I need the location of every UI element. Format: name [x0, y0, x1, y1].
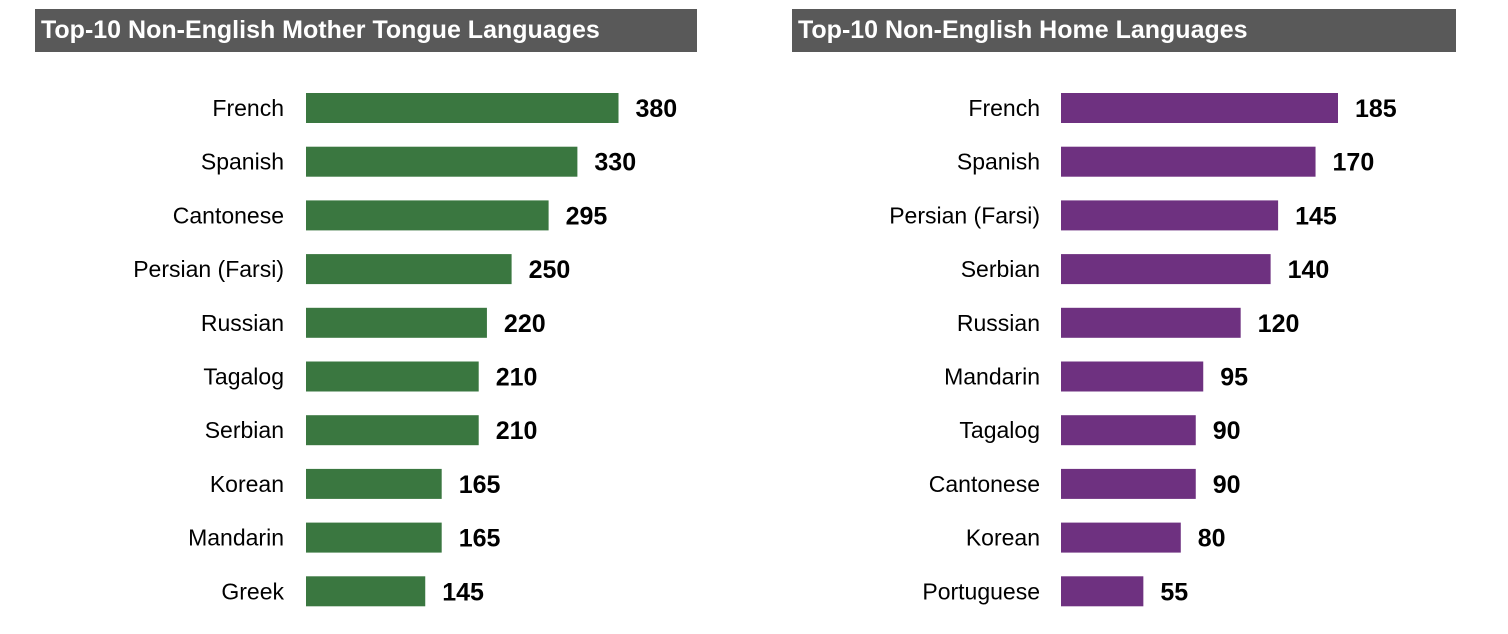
bar	[1061, 254, 1271, 285]
category-label: Persian (Farsi)	[133, 256, 284, 282]
bar	[1061, 307, 1241, 338]
category-label: Persian (Farsi)	[889, 202, 1040, 228]
category-label: Spanish	[201, 149, 284, 175]
bar	[306, 307, 487, 338]
category-label: Russian	[957, 310, 1040, 336]
mother-tongue-chart-panel: Top-10 Non-English Mother Tongue Languag…	[35, 9, 697, 607]
chart-title: Top-10 Non-English Home Languages	[792, 9, 1456, 52]
bar	[306, 146, 578, 177]
value-label: 55	[1160, 578, 1188, 606]
value-label: 165	[459, 471, 501, 499]
value-label: 170	[1333, 149, 1375, 177]
bar	[306, 576, 426, 607]
bar	[1061, 522, 1181, 553]
category-label: Mandarin	[944, 364, 1040, 390]
category-label: Cantonese	[173, 202, 284, 228]
bar	[1061, 361, 1204, 392]
value-label: 210	[496, 364, 538, 392]
mother-tongue-bar-chart: French 380 Spanish 330 Cantonese 295 Persian (…	[133, 93, 678, 607]
value-label: 120	[1258, 310, 1300, 338]
value-label: 165	[459, 525, 501, 553]
value-label: 95	[1220, 364, 1248, 392]
chart-title: Top-10 Non-English Mother Tongue Languag…	[35, 9, 697, 52]
category-label: Tagalog	[203, 364, 284, 390]
value-label: 250	[529, 256, 571, 284]
category-label: Spanish	[957, 149, 1040, 175]
category-label: French	[968, 95, 1040, 121]
value-label: 210	[496, 417, 538, 445]
value-label: 145	[442, 578, 484, 606]
bar	[306, 415, 479, 446]
bar	[306, 468, 442, 499]
bar	[1061, 200, 1279, 231]
category-label: French	[212, 95, 284, 121]
home-language-bar-chart: French 185 Spanish 170 Persian (Farsi) 145 Ser…	[889, 93, 1397, 607]
category-label: Mandarin	[188, 525, 284, 551]
bar	[1061, 415, 1196, 446]
bar	[1061, 576, 1144, 607]
bar	[1061, 468, 1196, 499]
value-label: 145	[1295, 202, 1337, 230]
value-label: 185	[1355, 95, 1397, 123]
bar	[306, 93, 619, 123]
bar	[306, 200, 549, 231]
category-label: Korean	[210, 471, 284, 497]
value-label: 220	[504, 310, 546, 338]
category-label: Greek	[221, 578, 284, 604]
home-language-chart-panel: Top-10 Non-English Home Languages French…	[754, 0, 1508, 634]
category-label: Tagalog	[959, 417, 1040, 443]
value-label: 295	[566, 202, 608, 230]
category-label: Korean	[966, 525, 1040, 551]
bar	[306, 254, 512, 285]
value-label: 330	[594, 149, 636, 177]
bar	[306, 361, 479, 392]
category-label: Serbian	[205, 417, 284, 443]
bar	[306, 522, 442, 553]
value-label: 90	[1213, 417, 1241, 445]
category-label: Portuguese	[922, 578, 1040, 604]
category-label: Serbian	[961, 256, 1040, 282]
value-label: 140	[1288, 256, 1330, 284]
value-label: 90	[1213, 471, 1241, 499]
value-label: 80	[1198, 525, 1226, 553]
value-label: 380	[636, 95, 678, 123]
category-label: Cantonese	[929, 471, 1040, 497]
category-label: Russian	[201, 310, 284, 336]
bar	[1061, 146, 1316, 177]
bar	[1061, 93, 1339, 123]
